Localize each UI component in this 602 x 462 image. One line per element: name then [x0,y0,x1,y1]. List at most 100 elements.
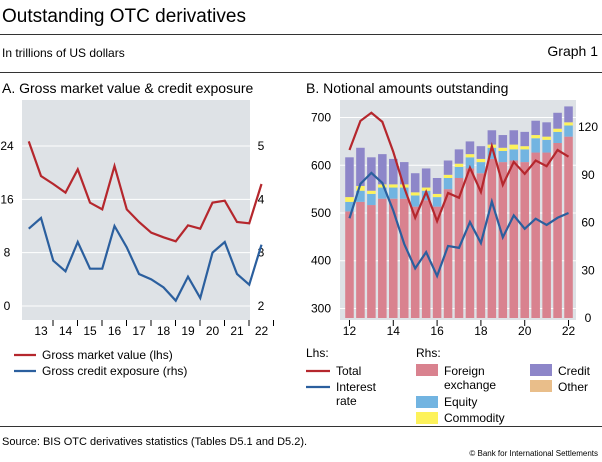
y-tick-right-b: 0 [585,311,592,325]
legend-label-interest-rate: Interest rate [336,380,377,408]
footer-rule [0,426,602,427]
legend-label-other: Other [558,380,588,394]
bar-segment [399,198,409,318]
x-tick-label-a: 15 [83,324,97,338]
legend-label-line: Foreign [444,364,485,378]
bar-segment [410,192,420,196]
bar-segment [487,130,497,145]
bar-segment [367,193,376,206]
bar-segment [531,120,540,136]
page-subtitle: In trillions of US dollars [2,46,125,60]
bar-segment [389,187,398,199]
bar-segment [542,122,551,137]
bar-segment [553,131,562,143]
legend-swatch-equity [416,396,438,408]
y-tick-left-a: 0 [4,299,11,313]
series-gross-credit-exposure [28,216,263,303]
x-tick-label-b: 20 [518,324,532,338]
bar-segment [356,185,365,191]
legend-label-credit: Credit [558,364,591,378]
y-tick-left-b: 600 [311,158,331,172]
x-tick-label-a: 14 [59,324,73,338]
bar-segment [476,162,486,174]
series-line [348,171,569,279]
bar-segment [378,198,387,318]
bar-segment [378,184,387,188]
bar-segment [476,146,486,159]
y-tick-right-b: 120 [578,120,598,134]
x-tick-label-b: 16 [430,324,444,338]
source-note: Source: BIS OTC derivatives statistics (… [2,436,308,448]
y-tick-right-a: 2 [258,299,265,313]
y-tick-right-b: 30 [581,263,595,277]
bar-segment [531,138,540,153]
header-rule [0,72,602,73]
bar-segment [432,197,442,207]
bar-segment [498,135,508,148]
legend-label-gross-market-value: Gross market value (lhs) [42,348,173,362]
x-tick-label-a: 21 [230,324,244,338]
bar-segment [399,187,409,199]
y-tick-right-a: 4 [258,192,265,206]
legend-swatch-commodity [416,412,438,424]
y-tick-left-a: 8 [4,246,11,260]
bar-segment [443,189,453,318]
bar-segment [520,146,529,150]
graph-label: Graph 1 [547,43,598,59]
bar-segment [443,160,453,175]
legend-swatch-credit [530,364,552,376]
legend-label-commodity: Commodity [444,411,505,425]
bar-segment [509,144,519,150]
bar-segment [553,128,562,132]
x-tick-label-b: 14 [387,324,401,338]
bar-segment [520,149,529,163]
bar-segment [443,178,453,190]
bar-segment [421,190,431,201]
bar-segment [454,149,464,164]
bar-segment [564,136,573,318]
legend-header-lhs: Lhs: [306,346,329,360]
bar-segment [531,152,540,318]
bar-segment [367,190,376,194]
legend-label-total: Total [336,364,361,378]
y-tick-left-a: 16 [0,192,14,206]
bar-segment [498,162,508,318]
x-tick-label-b: 22 [562,324,576,338]
bar-segment [421,200,431,318]
bar-segment [465,154,475,158]
y-tick-right-a: 5 [258,139,265,153]
y-tick-right-a: 3 [258,246,265,260]
legend-label-line: Interest [336,380,377,394]
x-tick-label-a: 13 [34,324,48,338]
bar-segment [564,106,573,123]
bar-segment [345,211,354,318]
bar-segment [356,147,365,186]
panel-a-title: A. Gross market value & credit exposure [2,80,254,96]
x-tick-label-a: 22 [255,324,269,338]
bar-segment [356,201,365,318]
bar-segment [465,168,475,318]
x-tick-label-a: 20 [206,324,220,338]
y-tick-left-a: 24 [0,139,14,153]
bar-segment [367,205,376,318]
y-tick-left-b: 700 [311,111,331,125]
legend-label-line: rate [336,394,357,408]
bar-segment [509,149,519,161]
plot-area-a [22,100,250,320]
chart-panel-a: 0 8 16 24 2 3 4 5 13 14 15 16 17 18 19 20 21 22 Gross mark… [0,100,274,378]
bar-segment [389,158,398,185]
bar-segment [487,158,497,318]
bar-segment [553,112,562,129]
bar-segment [454,166,464,178]
bar-segment [410,206,420,318]
bar-segment [432,178,442,194]
bar-segment [454,163,464,167]
bar-segment [421,187,431,191]
legend-label-equity: Equity [444,395,477,409]
legend-swatch-foreign-exchange [416,364,438,376]
x-tick-label-b: 12 [343,324,357,338]
bar-segment [531,135,540,139]
bar-segment [564,122,573,126]
x-tick-label-a: 16 [108,324,122,338]
bar-segment [476,173,486,318]
